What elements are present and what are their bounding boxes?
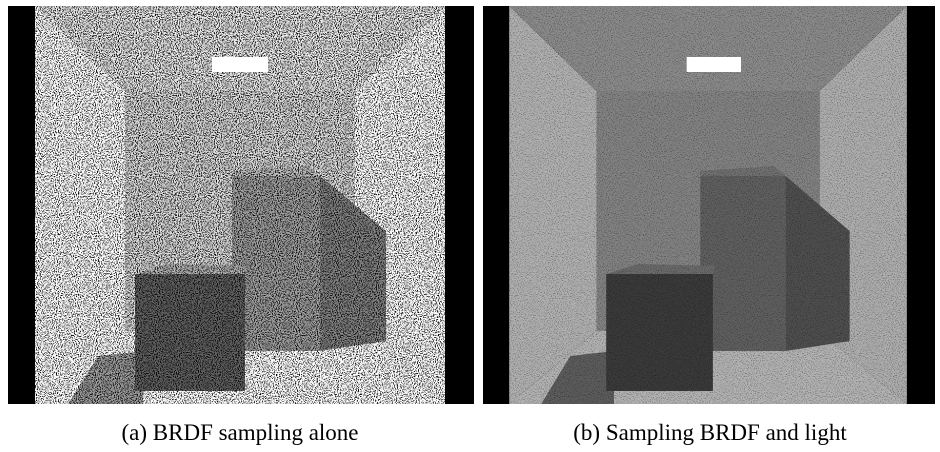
render-b <box>483 6 935 404</box>
panel-a: (a) BRDF sampling alone <box>8 6 474 445</box>
panel-b: (b) Sampling BRDF and light <box>483 6 935 445</box>
light <box>212 57 268 72</box>
render-a <box>8 6 474 404</box>
caption: (a) BRDF sampling alone <box>122 420 359 445</box>
caption: (b) Sampling BRDF and light <box>573 420 847 445</box>
light <box>686 57 742 72</box>
